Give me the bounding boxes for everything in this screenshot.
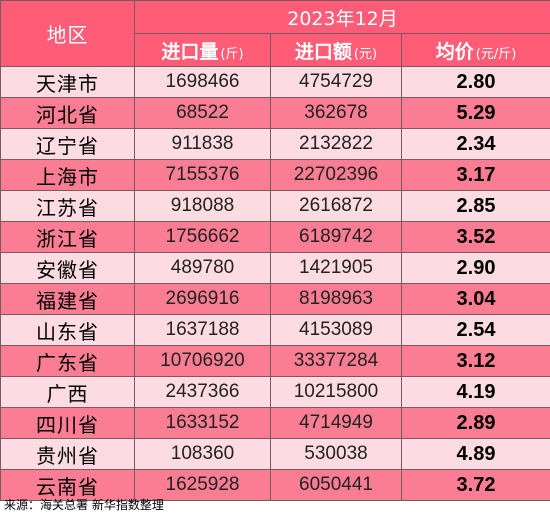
volume-cell: 1625928: [134, 469, 271, 501]
value-cell: 8198963: [270, 283, 402, 315]
price-cell: 2.34: [400, 128, 550, 160]
volume-column-label: 进口量: [161, 40, 219, 63]
price-cell: 2.54: [400, 314, 550, 346]
price-cell: 2.89: [400, 407, 550, 439]
value-cell: 1421905: [270, 252, 402, 284]
price-cell: 2.80: [400, 66, 550, 98]
region-cell: 四川省: [0, 407, 135, 439]
value-cell: 362678: [270, 97, 402, 129]
volume-cell: 1633152: [134, 407, 271, 439]
value-cell: 6050441: [270, 469, 402, 501]
value-cell: 6189742: [270, 221, 402, 253]
price-cell: 3.17: [400, 159, 550, 191]
price-cell: 3.12: [400, 345, 550, 377]
price-column-header: 均价 (元/斤): [400, 33, 550, 67]
table-row: 河北省 68522 362678 5.29: [0, 97, 550, 129]
import-price-table: 地区 2023年12月 进口量 (斤) 进口额 (元) 均价 (元/斤) 天津市 169…: [0, 0, 550, 501]
volume-cell: 1756662: [134, 221, 271, 253]
value-cell: 4754729: [270, 66, 402, 98]
price-cell: 2.85: [400, 190, 550, 222]
table-row: 广东省 10706920 33377284 3.12: [0, 345, 550, 377]
price-cell: 3.72: [400, 469, 550, 501]
volume-cell: 918088: [134, 190, 271, 222]
table-row: 贵州省 108360 530038 4.89: [0, 438, 550, 470]
volume-cell: 911838: [134, 128, 271, 160]
value-cell: 10215800: [270, 376, 402, 408]
table-row: 云南省 1625928 6050441 3.72: [0, 469, 550, 501]
value-cell: 4714949: [270, 407, 402, 439]
region-cell: 天津市: [0, 66, 135, 98]
price-cell: 3.52: [400, 221, 550, 253]
region-cell: 河北省: [0, 97, 135, 129]
region-cell: 广东省: [0, 345, 135, 377]
table-row: 浙江省 1756662 6189742 3.52: [0, 221, 550, 253]
region-cell: 云南省: [0, 469, 135, 501]
table-row: 江苏省 918088 2616872 2.85: [0, 190, 550, 222]
value-column-label: 进口额: [294, 40, 352, 63]
header-row-columns: 进口量 (斤) 进口额 (元) 均价 (元/斤): [1, 33, 550, 67]
table-row: 天津市 1698466 4754729 2.80: [0, 66, 550, 98]
volume-cell: 2696916: [134, 283, 271, 315]
region-cell: 江苏省: [0, 190, 135, 222]
table-row: 福建省 2696916 8198963 3.04: [0, 283, 550, 315]
volume-column-header: 进口量 (斤): [134, 33, 271, 67]
table-row: 广西 2437366 10215800 4.19: [0, 376, 550, 408]
region-cell: 辽宁省: [0, 128, 135, 160]
volume-column-unit: (斤): [220, 46, 244, 62]
price-cell: 4.19: [400, 376, 550, 408]
period-header: 2023年12月: [133, 0, 550, 34]
price-column-unit: (元/斤): [475, 46, 517, 62]
price-cell: 5.29: [400, 97, 550, 129]
value-cell: 33377284: [270, 345, 402, 377]
volume-cell: 1698466: [134, 66, 271, 98]
price-cell: 3.04: [400, 283, 550, 315]
volume-cell: 1637188: [134, 314, 271, 346]
volume-cell: 489780: [134, 252, 271, 284]
table-row: 上海市 7155376 22702396 3.17: [0, 159, 550, 191]
volume-cell: 7155376: [134, 159, 271, 191]
volume-cell: 108360: [134, 438, 271, 470]
table-body: 天津市 1698466 4754729 2.80 河北省 68522 362678 5.29 辽…: [0, 66, 550, 501]
table-header: 地区 2023年12月 进口量 (斤) 进口额 (元) 均价 (元/斤): [0, 0, 550, 67]
volume-cell: 68522: [134, 97, 271, 129]
price-cell: 2.90: [400, 252, 550, 284]
table-row: 四川省 1633152 4714949 2.89: [0, 407, 550, 439]
table-row: 山东省 1637188 4153089 2.54: [0, 314, 550, 346]
price-column-label: 均价: [435, 40, 474, 63]
value-cell: 2132822: [270, 128, 402, 160]
value-cell: 530038: [270, 438, 402, 470]
price-cell: 4.89: [400, 438, 550, 470]
volume-cell: 2437366: [134, 376, 271, 408]
value-cell: 4153089: [270, 314, 402, 346]
region-cell: 山东省: [0, 314, 135, 346]
table-row: 辽宁省 911838 2132822 2.34: [0, 128, 550, 160]
volume-cell: 10706920: [134, 345, 271, 377]
header-row-period: 地区 2023年12月: [0, 0, 550, 67]
value-column-unit: (元): [353, 46, 378, 62]
value-cell: 2616872: [270, 190, 402, 222]
region-cell: 安徽省: [0, 252, 135, 284]
region-column-header: 地区: [0, 0, 135, 67]
region-cell: 贵州省: [0, 438, 135, 470]
value-cell: 22702396: [270, 159, 402, 191]
table-row: 安徽省 489780 1421905 2.90: [0, 252, 550, 284]
region-cell: 上海市: [0, 159, 135, 191]
region-cell: 福建省: [0, 283, 135, 315]
source-note: 来源：海关总署 新华指数整理: [4, 498, 164, 512]
region-cell: 浙江省: [0, 221, 135, 253]
value-column-header: 进口额 (元): [270, 33, 402, 67]
region-cell: 广西: [0, 376, 135, 408]
